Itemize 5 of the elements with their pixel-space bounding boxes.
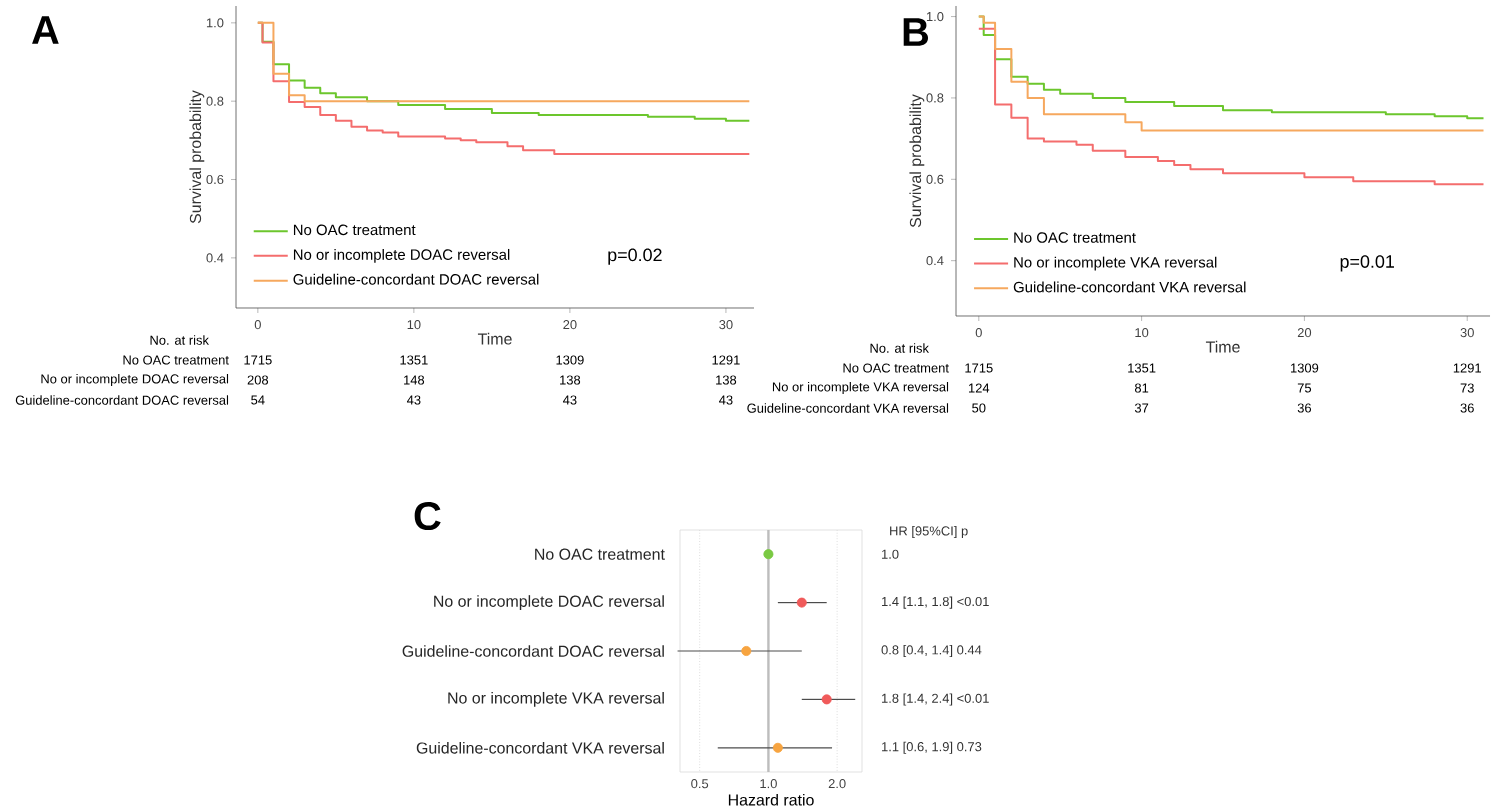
chart-title: A (32, 16, 59, 44)
annotation: p=0.02 (608, 248, 662, 265)
chart-title: B (903, 18, 929, 46)
chart-title: C (414, 501, 441, 531)
annotation: p=0.01 (1340, 255, 1394, 272)
